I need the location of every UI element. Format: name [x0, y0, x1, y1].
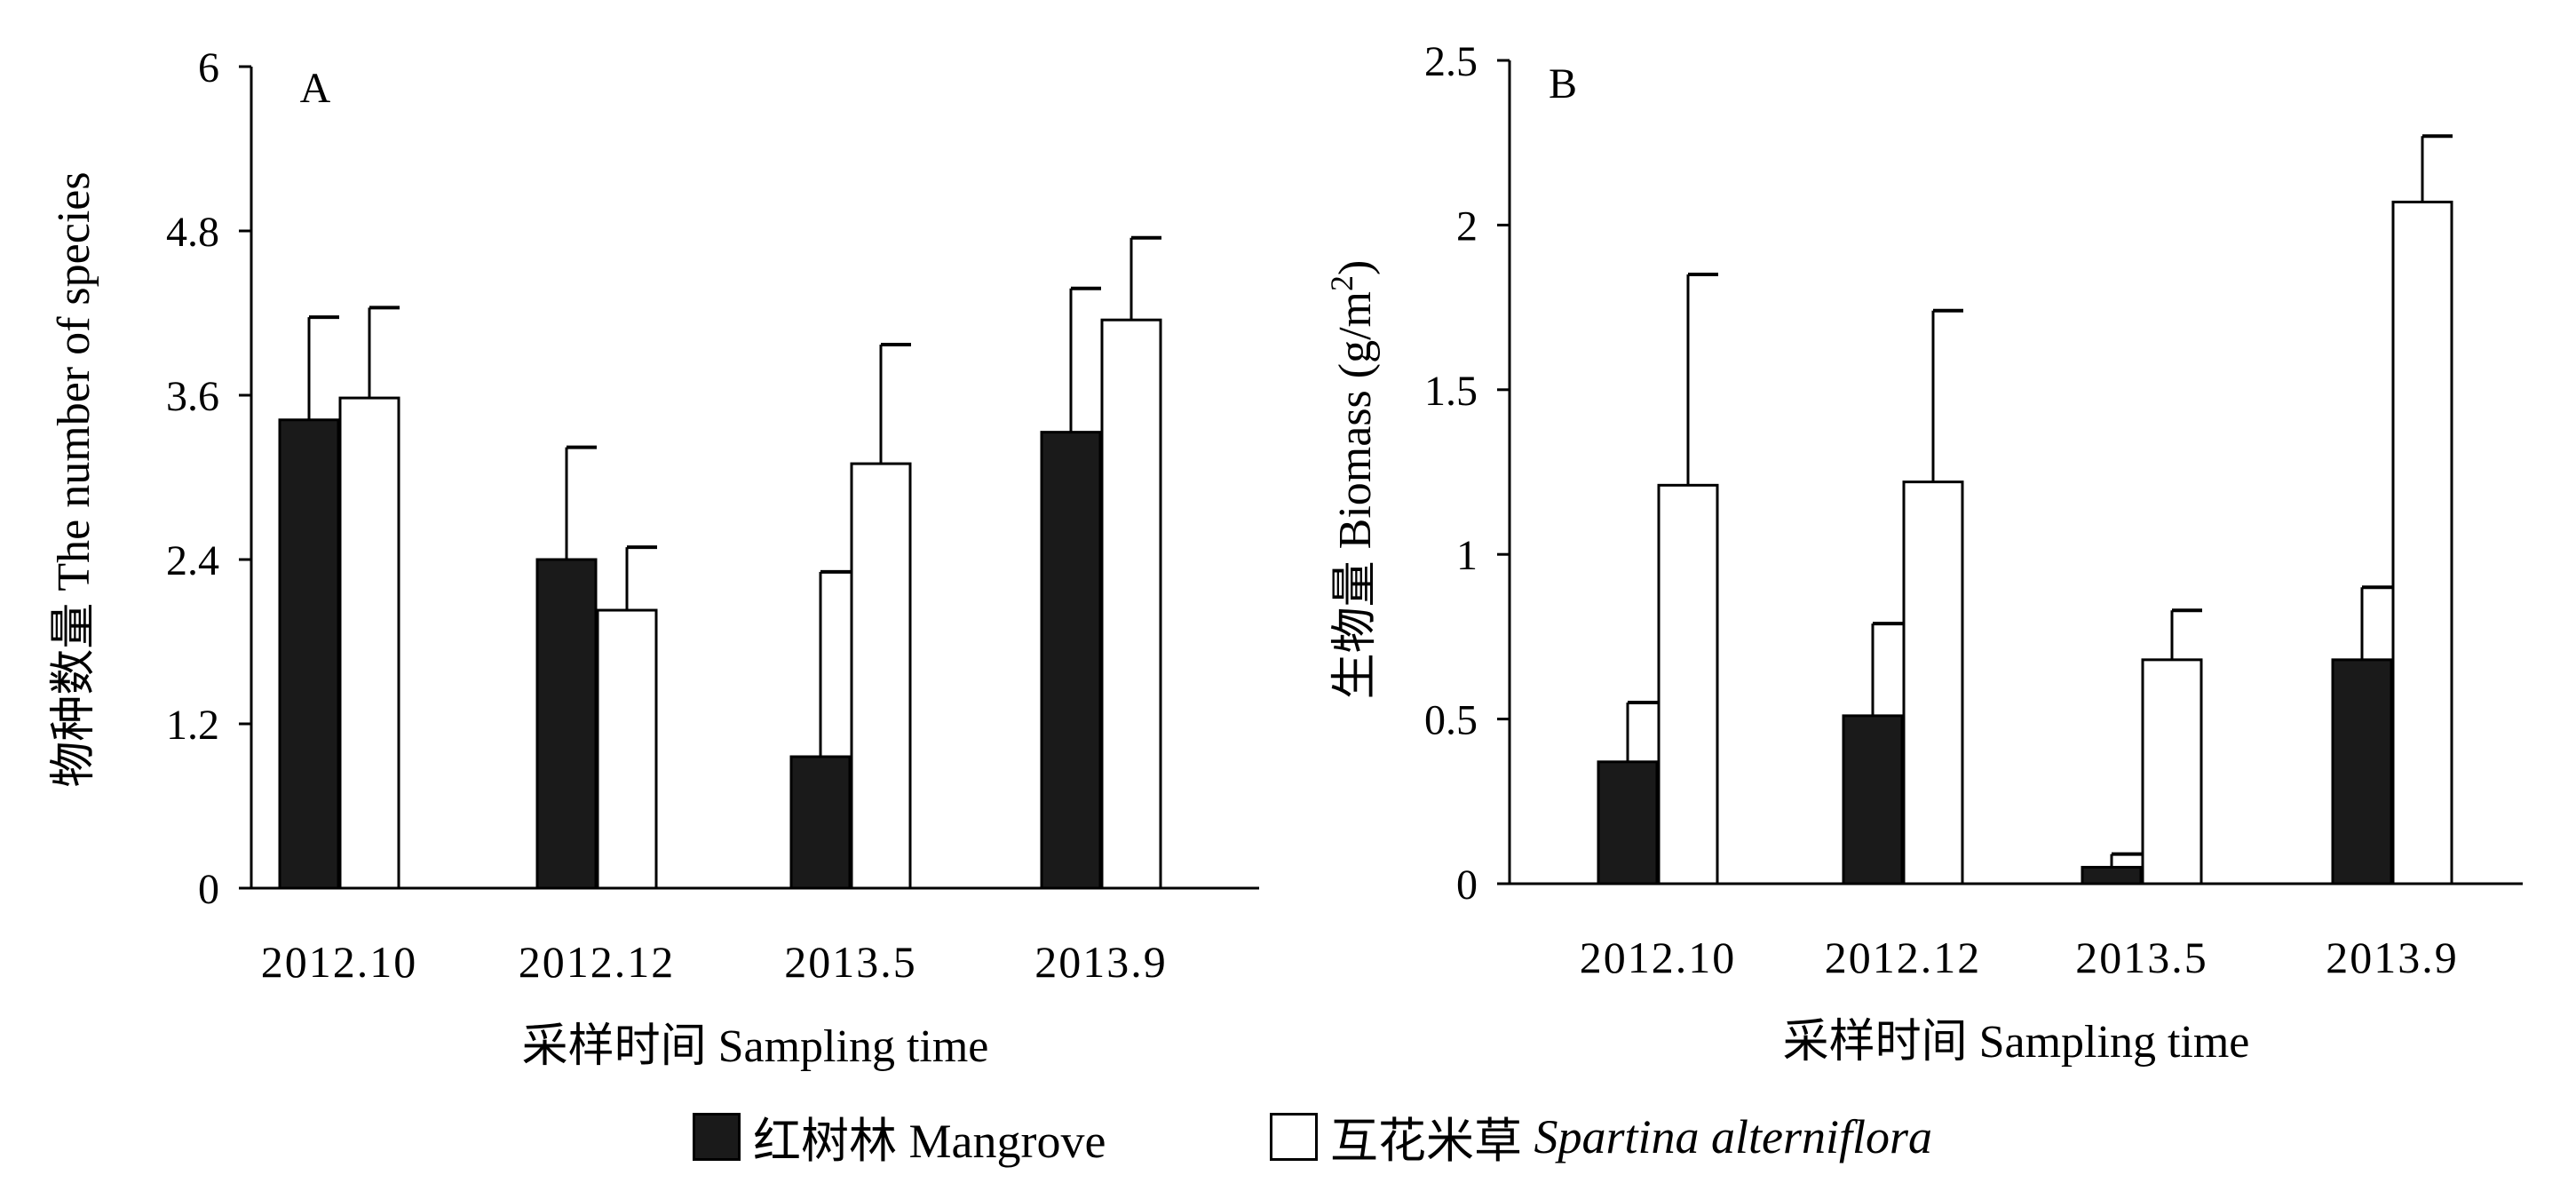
- x-tick-label: 2012.10: [261, 937, 418, 987]
- bar-spartina: [596, 608, 658, 890]
- y-tick-label: 1: [1456, 532, 1478, 579]
- y-axis-label: 物种数量 The number of species: [49, 171, 99, 787]
- bar-spartina: [2391, 200, 2453, 885]
- bar-spartina: [1100, 318, 1162, 890]
- x-axis-label: 采样时间 Sampling time: [1783, 1017, 2250, 1068]
- y-tick-label: 1.5: [1424, 368, 1478, 415]
- bar-spartina: [1657, 483, 1719, 885]
- y-axis-label-superscript: 2: [1324, 275, 1359, 291]
- x-tick-label: 2013.5: [784, 937, 917, 987]
- bar-mangrove: [278, 418, 340, 890]
- y-axis-label-close: ): [1330, 260, 1381, 275]
- bar-mangrove: [2331, 658, 2393, 885]
- x-tick-label: 2013.5: [2075, 933, 2208, 982]
- bar-mangrove: [1842, 714, 1904, 885]
- x-tick-label: 2012.10: [1580, 933, 1737, 982]
- y-axis-label: 生物量 Biomass (g/m2): [1324, 260, 1381, 700]
- legend-item-spartina: 互花米草 Spartina alterniflora: [1270, 1101, 1932, 1171]
- y-tick-label: 0: [1456, 861, 1478, 909]
- bar-spartina: [1902, 480, 1964, 885]
- x-tick-label: 2012.12: [1825, 933, 1982, 982]
- x-axis-label: 采样时间 Sampling time: [522, 1021, 989, 1072]
- bar-mangrove: [789, 755, 852, 890]
- y-tick-label: 2.5: [1424, 38, 1478, 85]
- panel-a-bar-chart: 0 1.2 2.4 3.6 4.8 6 2012.10 2012.12 2013.5 2013.9…: [49, 44, 1259, 1072]
- panel-b-bar-chart: 0 0.5 1 1.5 2 2.5 2012.10 2012.12 2013.5 2013.9 B 采…: [1324, 38, 2523, 1068]
- legend: 红树林 Mangrove 互花米草 Spartina alterniflora: [0, 1101, 2576, 1172]
- bar-mangrove: [1597, 760, 1659, 885]
- bar-mangrove: [535, 558, 598, 890]
- x-tick-label: 2013.9: [1034, 937, 1168, 987]
- y-tick-label: 2: [1456, 202, 1478, 250]
- y-tick-label: 4.8: [166, 209, 219, 256]
- x-tick-label: 2012.12: [519, 937, 676, 987]
- legend-swatch-spartina: [1270, 1112, 1318, 1161]
- legend-label-mangrove: 红树林 Mangrove: [753, 1115, 1106, 1168]
- legend-label-spartina-latin: Spartina alterniflora: [1534, 1109, 1933, 1163]
- y-tick-label: 3.6: [166, 373, 219, 420]
- bar-mangrove: [2081, 865, 2143, 885]
- y-tick-label: 0.5: [1424, 697, 1478, 744]
- y-tick-label: 2.4: [166, 537, 219, 584]
- y-tick-label: 6: [198, 44, 219, 91]
- y-tick-label: 0: [198, 866, 219, 913]
- panel-label: B: [1549, 60, 1577, 107]
- y-axis-label-main: 生物量 Biomass (g/m: [1330, 291, 1381, 699]
- bar-spartina: [338, 396, 400, 890]
- x-tick-label: 2013.9: [2326, 933, 2459, 982]
- y-tick-label: 1.2: [166, 702, 219, 749]
- bar-mangrove: [1040, 431, 1102, 890]
- bar-spartina: [2141, 658, 2203, 885]
- bar-spartina: [850, 462, 912, 890]
- legend-swatch-mangrove: [693, 1112, 741, 1161]
- legend-item-mangrove: 红树林 Mangrove: [693, 1101, 1106, 1171]
- panel-label: A: [300, 65, 331, 112]
- legend-label-spartina-cn: 互花米草: [1330, 1115, 1522, 1168]
